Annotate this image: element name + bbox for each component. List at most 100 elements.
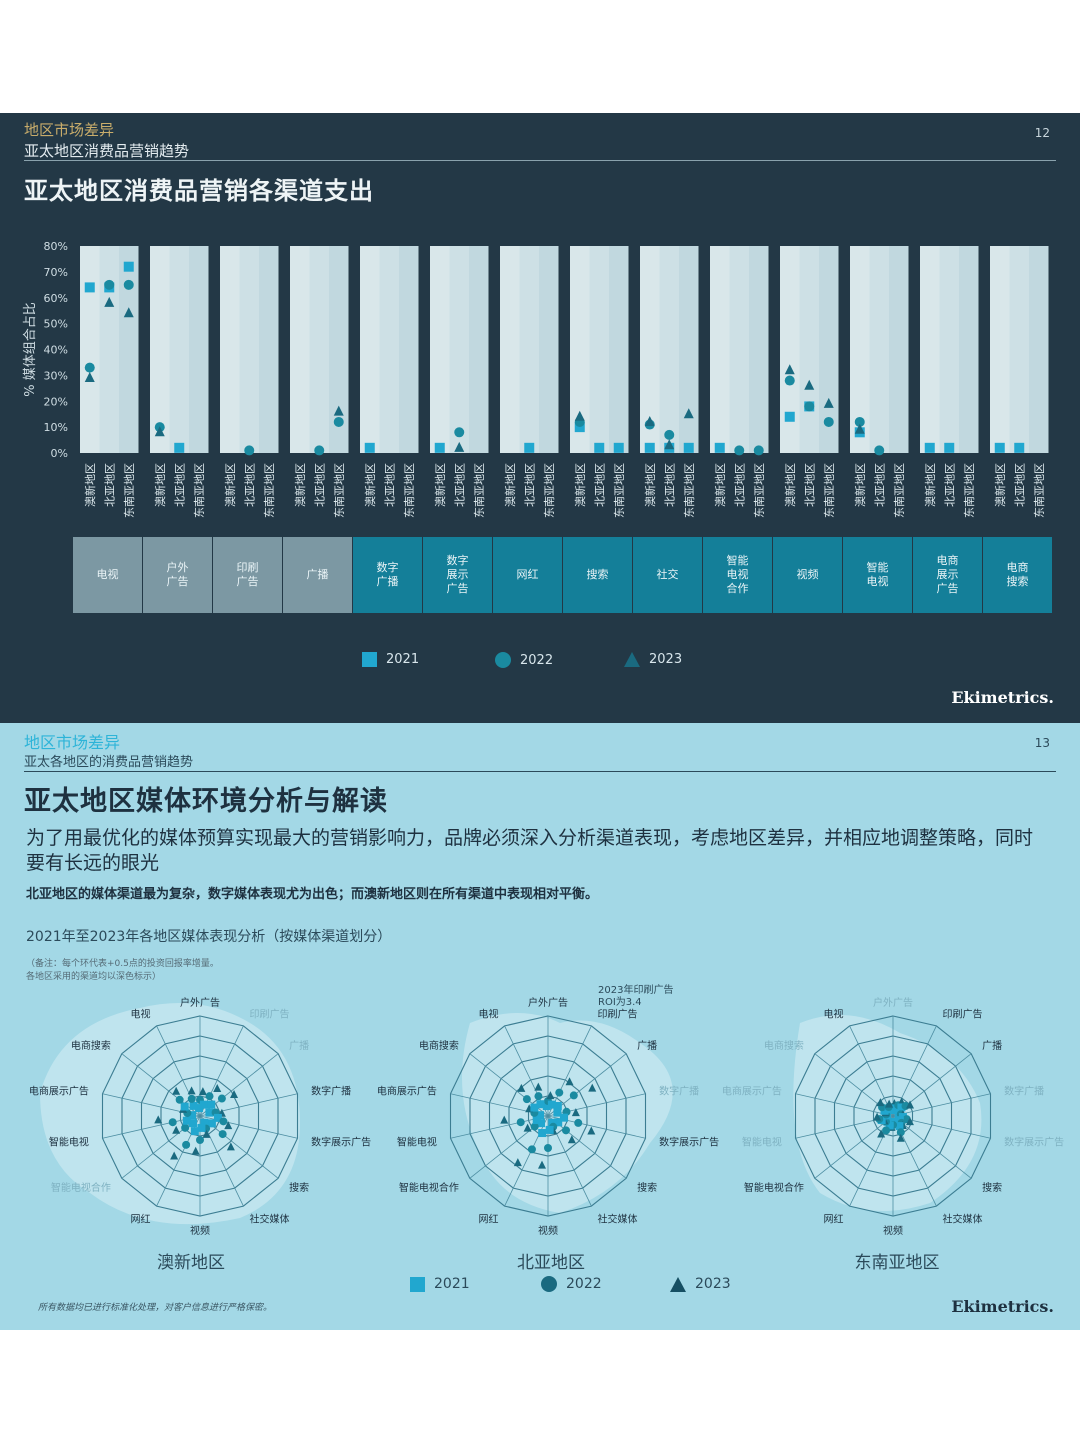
- data-point-2022: [804, 401, 815, 412]
- category-text: 数字 广播: [376, 561, 399, 588]
- data-point-2023: [123, 307, 134, 318]
- radar-point-2022: [561, 1126, 570, 1135]
- radar-axis-label: 广播: [289, 1039, 309, 1052]
- region-tick-label: 东南亚地区: [683, 463, 696, 518]
- y-tick-label: 70%: [44, 266, 68, 279]
- slide-channel-spend: 地区市场差异 亚太地区消费品营销趋势 12 亚太地区消费品营销各渠道支出 % 媒…: [0, 113, 1080, 723]
- radar-spoke: [892, 1093, 991, 1117]
- data-point-2023: [823, 397, 834, 408]
- legend-2021: 2021: [410, 1276, 470, 1292]
- region-column: [119, 246, 139, 453]
- region-column: [749, 246, 769, 453]
- radar-axis-label: 数字展示广告: [659, 1135, 719, 1148]
- region-tick-label: 东南亚地区: [473, 463, 486, 518]
- category-panel-10: 澳新地区 北亚地区 东南亚地区: [780, 246, 839, 518]
- region-column: [920, 246, 940, 453]
- radar-point-2021: [536, 1119, 545, 1128]
- radar-point-2022: [187, 1094, 196, 1103]
- radar-point-2021: [530, 1103, 539, 1112]
- radar-point-2023: [154, 1115, 163, 1124]
- region-column: [640, 246, 660, 453]
- data-point-2022: [854, 416, 865, 427]
- data-point-2023: [644, 415, 655, 426]
- slide-subtitle: 亚太地区消费品营销趋势: [24, 142, 190, 160]
- page-number: 12: [1034, 126, 1050, 140]
- radar-point-2022: [182, 1140, 191, 1149]
- radar-point-2021: [205, 1108, 214, 1117]
- region-tick-label: 北亚地区: [803, 463, 816, 507]
- radar-point-2021: [554, 1118, 563, 1127]
- y-axis-label: % 媒体组合占比: [23, 302, 38, 397]
- radar-point-2021: [197, 1123, 206, 1132]
- radar-point-2021: [213, 1113, 222, 1122]
- radar-axis-label: 网红: [479, 1213, 499, 1226]
- data-point-2022: [784, 375, 795, 386]
- category-label-4: 数字 广播: [353, 537, 422, 613]
- region-column: [379, 246, 399, 453]
- radar-point-2023: [517, 1083, 526, 1092]
- region-tick-label: 澳新地区: [713, 463, 727, 507]
- radar-point-2022: [168, 1118, 177, 1127]
- region-column: [939, 246, 959, 453]
- category-panel-11: 澳新地区 北亚地区 东南亚地区: [850, 246, 909, 518]
- radar-point-2023: [885, 1099, 894, 1108]
- legend-label: 2021: [386, 652, 420, 667]
- radar-point-2021: [891, 1104, 900, 1113]
- radar-point-2023: [571, 1108, 580, 1117]
- data-point-2023: [784, 364, 795, 375]
- data-point-2022: [104, 279, 115, 290]
- radar-point-2022: [218, 1130, 227, 1139]
- region-tick-label: 东南亚地区: [823, 463, 836, 518]
- region-column: [80, 246, 100, 453]
- radar-point-2022: [181, 1123, 190, 1132]
- region-column: [430, 246, 450, 453]
- radar-point-2023: [877, 1129, 886, 1138]
- radar-axis-label: 数字展示广告: [1004, 1135, 1064, 1148]
- radar-point-2022: [530, 1122, 539, 1131]
- data-point-2021: [1014, 442, 1025, 453]
- legend-2023: 2023: [624, 652, 682, 667]
- data-point-2022: [84, 362, 95, 373]
- data-point-2021: [594, 442, 605, 453]
- region-column: [259, 246, 279, 453]
- radar-point-2022: [574, 1118, 583, 1127]
- divider: [24, 160, 1056, 161]
- data-point-2023: [574, 410, 585, 421]
- data-point-2021: [524, 442, 535, 453]
- category-text: 视频: [796, 568, 819, 581]
- radar-point-2023: [873, 1112, 882, 1121]
- legend-2021: 2021: [362, 652, 419, 667]
- category-label-13: 电商 搜索: [983, 537, 1052, 613]
- category-panel-12: 澳新地区 北亚地区 东南亚地区: [920, 246, 979, 518]
- region-tick-label: 东南亚地区: [613, 463, 626, 518]
- region-tick-label: 东南亚地区: [963, 463, 976, 518]
- radar-axis-label: 网红: [131, 1213, 151, 1226]
- legend-label: 2023: [649, 652, 683, 667]
- data-point-2021: [434, 442, 445, 453]
- region-column: [1029, 246, 1049, 453]
- category-label-2: 印刷 广告: [213, 537, 282, 613]
- category-text: 广播: [306, 568, 329, 581]
- y-tick-label: 10%: [44, 421, 68, 434]
- radar-point-2021: [559, 1113, 568, 1122]
- category-label-9: 智能 电视 合作: [703, 537, 772, 613]
- region-tick-label: 北亚地区: [383, 463, 396, 507]
- region-tick-label: 北亚地区: [453, 463, 466, 507]
- legend-2022: 2022: [541, 1276, 602, 1292]
- y-tick-label: 0%: [51, 447, 68, 460]
- radar-axis-label: 搜索: [637, 1181, 657, 1194]
- radar-axis-label: 电商搜索: [71, 1039, 111, 1052]
- region-column: [780, 246, 800, 453]
- region-column: [1009, 246, 1029, 453]
- annotation-line: 2023年印刷广告: [598, 985, 674, 996]
- radar-point-2023: [224, 1121, 233, 1130]
- region-column: [570, 246, 590, 453]
- radar-point-2022: [555, 1088, 564, 1097]
- data-point-2021: [174, 442, 185, 453]
- category-label-5: 数字 展示 广告: [423, 537, 492, 613]
- radar-axis-label: 电商搜索: [419, 1039, 459, 1052]
- region-column: [150, 246, 170, 453]
- radar-point-2021: [536, 1111, 545, 1120]
- radar-point-2021: [542, 1102, 551, 1111]
